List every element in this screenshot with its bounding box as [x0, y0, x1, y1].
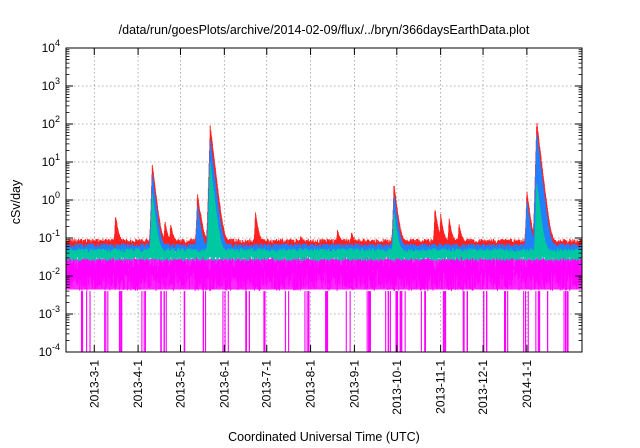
chart-title: /data/run/goesPlots/archive/2014-02-09/f… — [119, 23, 530, 37]
plot-data — [65, 123, 583, 352]
series-magenta-fill — [66, 259, 582, 290]
x-tick-label: 2013-6-1 — [217, 360, 231, 408]
y-tick-label: 100 — [42, 190, 60, 207]
x-tick-label: 2013-5-1 — [174, 360, 188, 408]
x-tick-label: 2013-10-1 — [390, 360, 404, 415]
x-tick-label: 2013-8-1 — [304, 360, 318, 408]
x-tick-label: 2013-4-1 — [131, 360, 145, 408]
y-tick-label: 101 — [42, 152, 60, 169]
x-tick-label: 2013-12-1 — [476, 360, 490, 415]
y-tick-label: 10-1 — [39, 228, 60, 245]
y-axis-title: cSv/day — [9, 179, 23, 224]
y-tick-label: 103 — [42, 76, 60, 93]
y-tick-label: 10-3 — [39, 304, 60, 321]
x-axis-title: Coordinated Universal Time (UTC) — [228, 430, 420, 444]
y-tick-label: 10-2 — [39, 266, 60, 283]
y-tick-label: 102 — [42, 114, 60, 131]
x-tick-label: 2014-1-1 — [520, 360, 534, 408]
x-tick-label: 2013-9-1 — [347, 360, 361, 408]
x-tick-label: 2013-3-1 — [87, 360, 101, 408]
y-tick-label: 104 — [42, 38, 60, 55]
x-tick-label: 2013-7-1 — [260, 360, 274, 408]
series-red — [65, 123, 583, 252]
x-tick-label: 2013-11-1 — [434, 360, 448, 414]
ticks: 10-4 10-3 10-2 10-1 100 101 102 103 104 2013-3-1 2… — [39, 38, 582, 415]
y-tick-label: 10-4 — [39, 342, 60, 359]
